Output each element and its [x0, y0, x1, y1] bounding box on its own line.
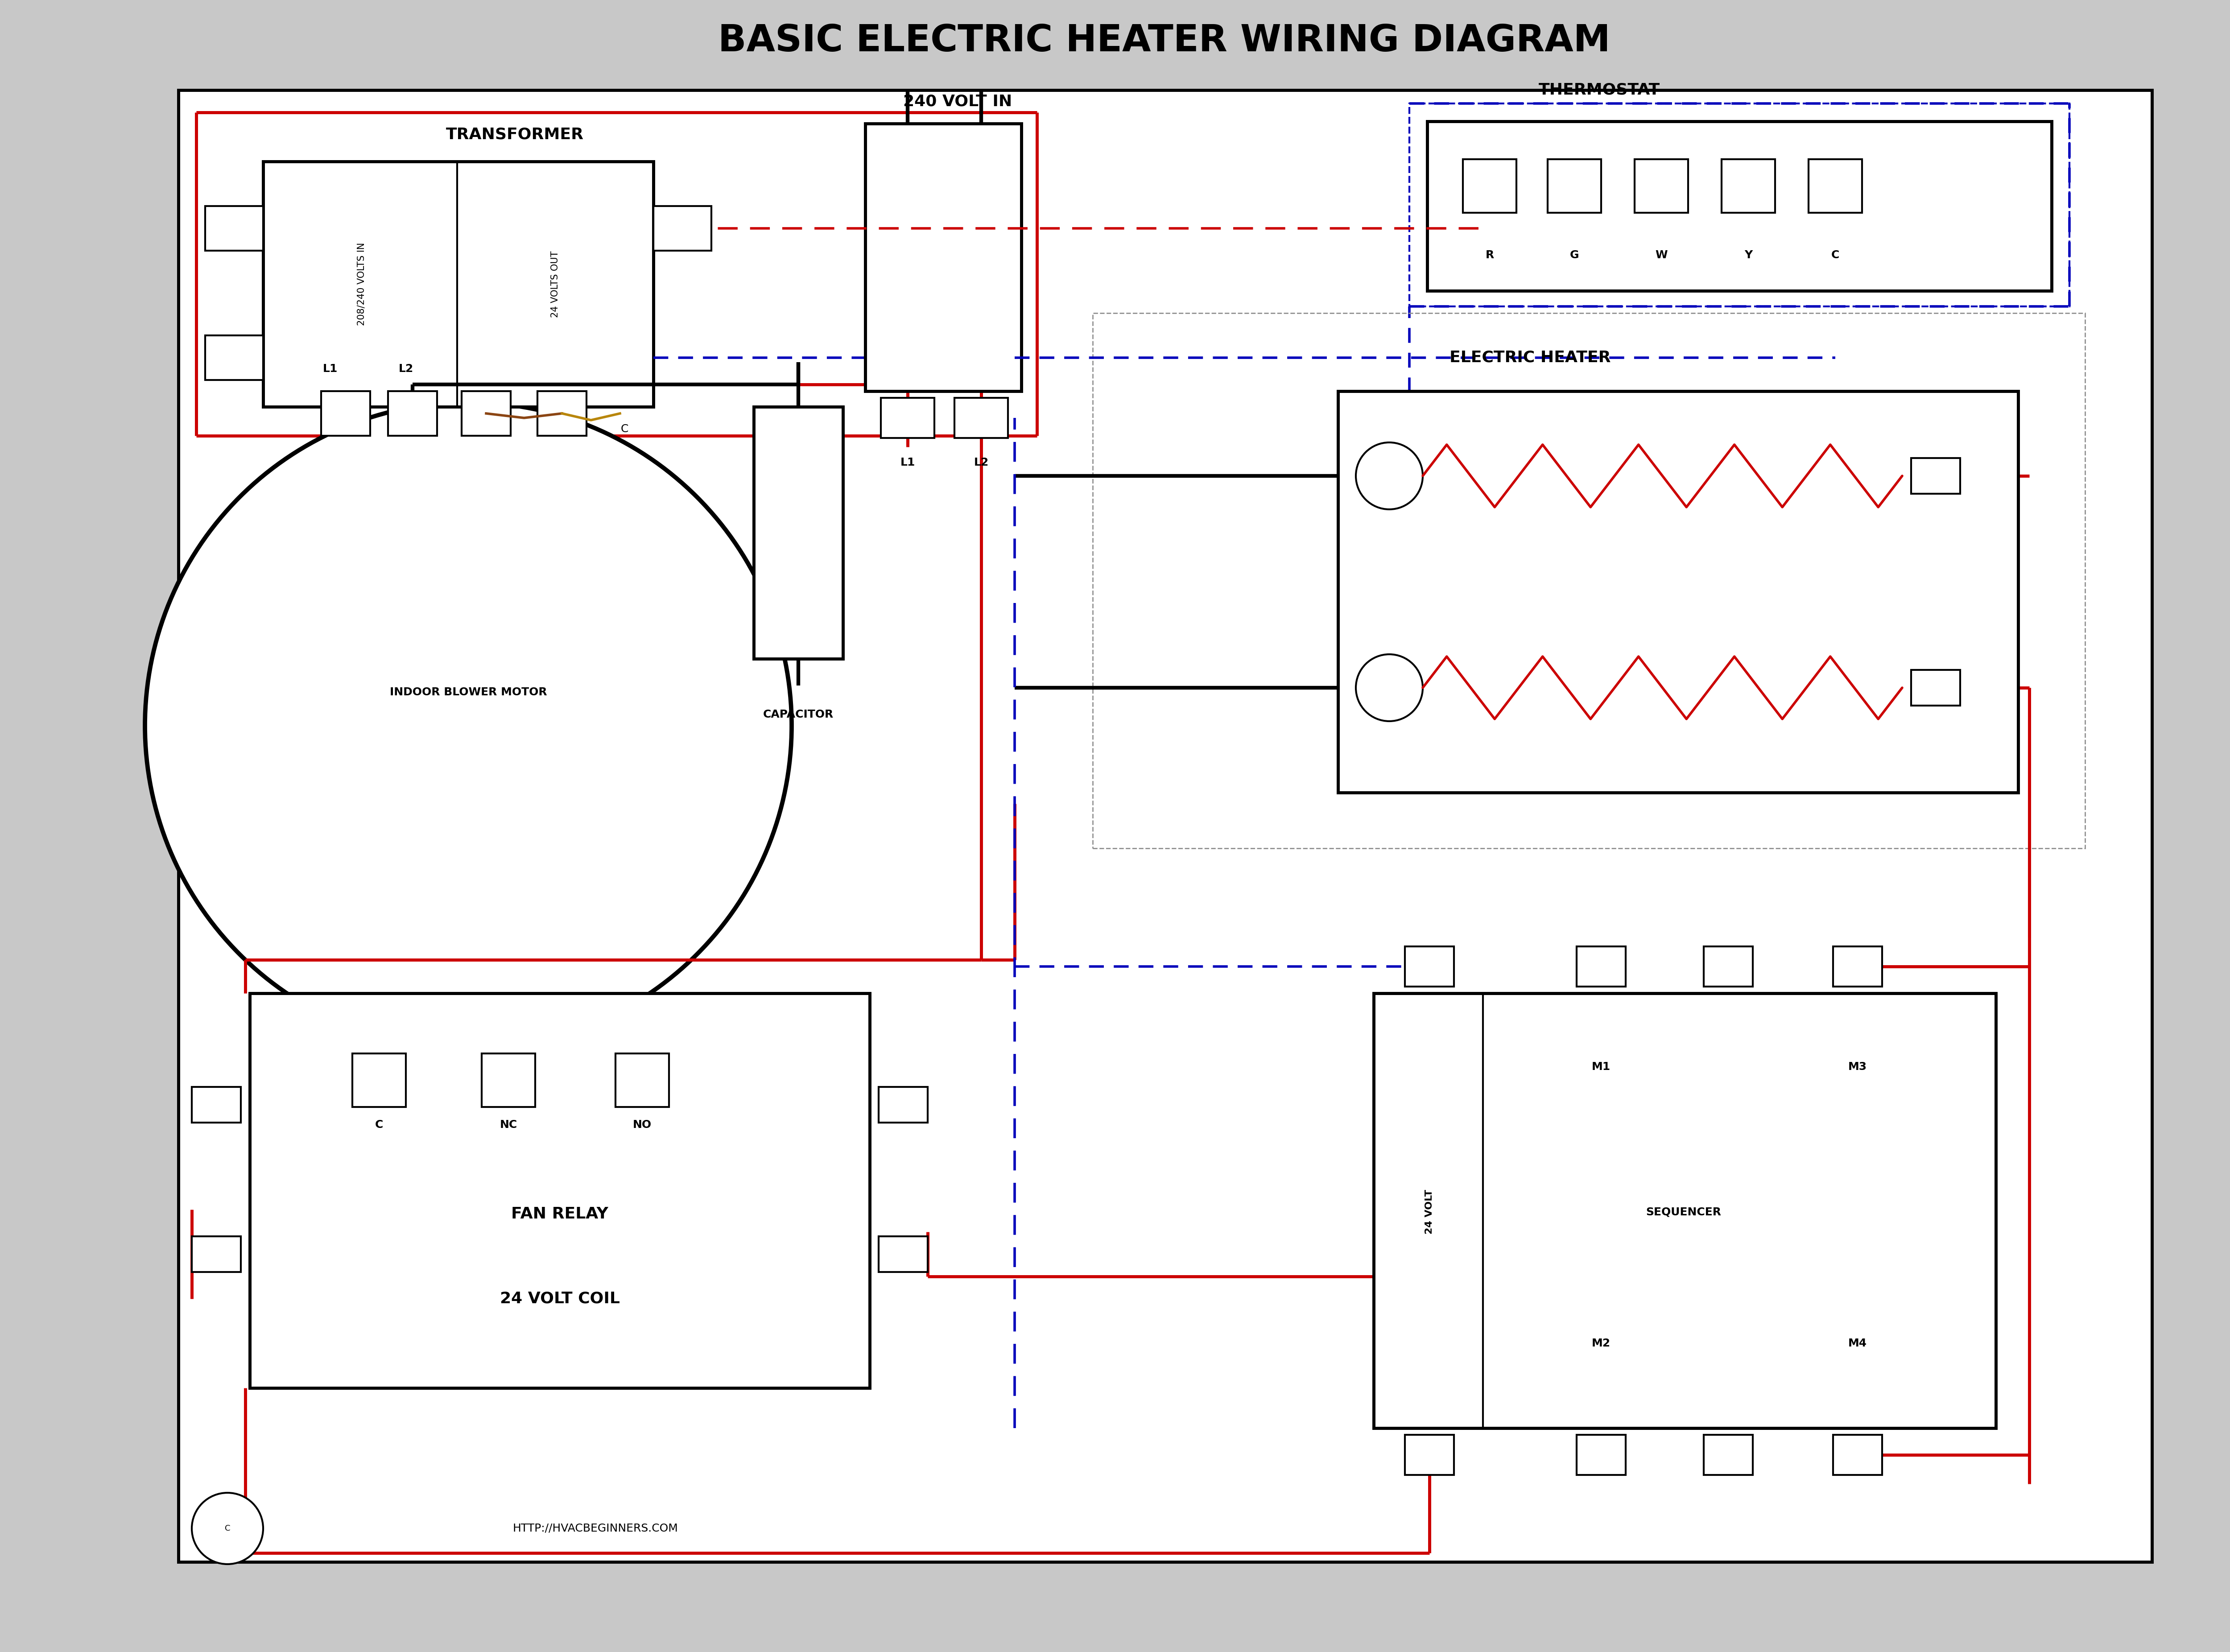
Text: C: C	[620, 423, 629, 434]
Bar	[1409, 104, 2069, 306]
Bar	[1463, 159, 1516, 213]
Text: M1: M1	[1592, 1062, 1610, 1072]
Bar	[1911, 458, 1960, 494]
Text: C: C	[225, 1525, 230, 1533]
Bar	[754, 406, 843, 659]
Text: 208/240 VOLTS IN: 208/240 VOLTS IN	[357, 243, 366, 325]
Text: ELECTRIC HEATER: ELECTRIC HEATER	[1450, 350, 1610, 365]
Bar	[1704, 947, 1753, 986]
Bar	[388, 392, 437, 436]
Bar	[321, 392, 370, 436]
Circle shape	[192, 1493, 263, 1564]
Bar	[1338, 392, 2018, 793]
Text: NO: NO	[633, 1120, 651, 1130]
Bar	[1833, 947, 1882, 986]
Bar	[192, 1236, 241, 1272]
Circle shape	[1356, 654, 1423, 722]
Text: C: C	[1831, 249, 1840, 261]
Bar	[615, 1054, 669, 1107]
Bar	[205, 335, 263, 380]
Text: CAPACITOR: CAPACITOR	[763, 709, 834, 720]
Bar	[462, 392, 511, 436]
Text: L2: L2	[399, 363, 413, 375]
Text: FAN RELAY: FAN RELAY	[511, 1206, 609, 1221]
Bar	[1548, 159, 1601, 213]
Bar	[482, 1054, 535, 1107]
Bar	[352, 1054, 406, 1107]
Circle shape	[1356, 443, 1423, 509]
Bar	[250, 993, 870, 1388]
Bar	[1722, 159, 1775, 213]
Text: 24 VOLTS OUT: 24 VOLTS OUT	[551, 251, 560, 317]
Bar	[192, 1087, 241, 1123]
Bar	[1427, 121, 2052, 291]
Bar	[1405, 947, 1454, 986]
Bar	[1093, 314, 2085, 847]
Text: TRANSFORMER: TRANSFORMER	[446, 127, 584, 142]
Bar	[881, 398, 934, 438]
Bar	[1577, 1436, 1626, 1475]
Text: G: G	[1570, 249, 1579, 261]
Bar	[1374, 993, 1996, 1427]
Text: THERMOSTAT: THERMOSTAT	[1539, 83, 1659, 97]
Text: W: W	[1655, 249, 1668, 261]
Text: M2: M2	[1592, 1338, 1610, 1348]
Bar	[178, 91, 2152, 1561]
Bar	[1911, 671, 1960, 705]
Text: M4: M4	[1849, 1338, 1867, 1348]
Bar	[653, 206, 711, 251]
Text: SEQUENCER: SEQUENCER	[1646, 1206, 1722, 1218]
Bar	[1405, 1436, 1454, 1475]
Text: 240 VOLT IN: 240 VOLT IN	[903, 94, 1012, 109]
Text: 24 VOLT: 24 VOLT	[1425, 1189, 1434, 1234]
Text: HTTP://HVACBEGINNERS.COM: HTTP://HVACBEGINNERS.COM	[513, 1523, 678, 1533]
Text: L2: L2	[975, 458, 988, 468]
Bar	[537, 392, 586, 436]
Text: NC: NC	[500, 1120, 517, 1130]
Text: C: C	[375, 1120, 384, 1130]
Bar	[954, 398, 1008, 438]
Text: M3: M3	[1849, 1062, 1867, 1072]
Bar	[879, 1236, 928, 1272]
Text: L1: L1	[901, 458, 914, 468]
Circle shape	[145, 403, 792, 1049]
Bar	[205, 206, 263, 251]
Bar	[263, 162, 653, 406]
Bar	[1704, 1436, 1753, 1475]
Bar	[1833, 1436, 1882, 1475]
Text: Y: Y	[1744, 249, 1753, 261]
Bar	[1577, 947, 1626, 986]
Bar	[865, 124, 1021, 392]
Bar	[1635, 159, 1688, 213]
Text: 24 VOLT COIL: 24 VOLT COIL	[500, 1292, 620, 1307]
Text: INDOOR BLOWER MOTOR: INDOOR BLOWER MOTOR	[390, 687, 546, 697]
Text: BASIC ELECTRIC HEATER WIRING DIAGRAM: BASIC ELECTRIC HEATER WIRING DIAGRAM	[718, 23, 1610, 59]
Bar	[1809, 159, 1862, 213]
Text: L1: L1	[323, 363, 337, 375]
Text: R: R	[1485, 249, 1494, 261]
Bar	[879, 1087, 928, 1123]
